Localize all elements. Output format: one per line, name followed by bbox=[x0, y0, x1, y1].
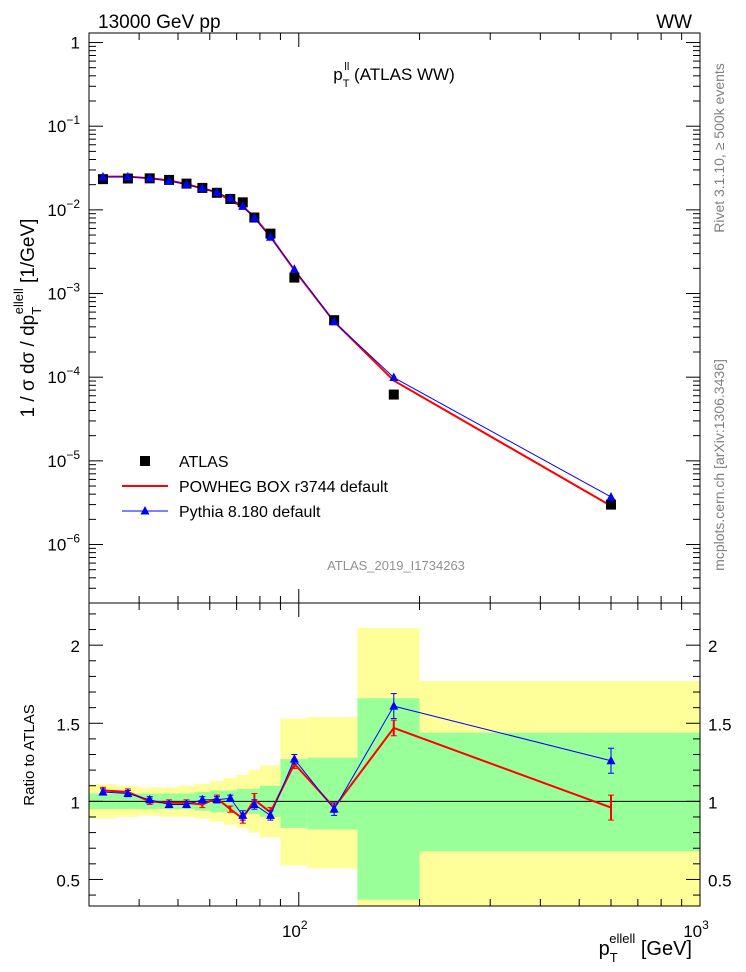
y-tick-label: 1 bbox=[71, 34, 80, 53]
ratio-y-tick-label: 1.5 bbox=[56, 715, 80, 734]
process-label: WW bbox=[656, 12, 692, 33]
x-tick-label: 103 bbox=[683, 918, 709, 941]
ratio-panel: 0.5 0.5 1 1 1.5 1.5 2 2 bbox=[56, 602, 732, 907]
pythia-data-point bbox=[249, 212, 259, 222]
ratio-pythia-point bbox=[164, 799, 174, 808]
y-tick-label: 10−4 bbox=[47, 364, 80, 387]
ratio-stat-uncertainty-band bbox=[419, 732, 700, 852]
ratio-pythia-point bbox=[389, 701, 399, 710]
ratio-pythia-point bbox=[197, 794, 207, 804]
pythia-data-point bbox=[182, 179, 192, 188]
pythia-data-point bbox=[197, 183, 207, 192]
atlas-data-point bbox=[289, 272, 300, 283]
ratio-pythia-point bbox=[289, 754, 299, 763]
analysis-id-label: ATLAS_2019_I1734263 bbox=[327, 558, 465, 573]
ratio-pythia-point bbox=[98, 786, 108, 796]
series-line-2 bbox=[102, 176, 612, 498]
ratio-y-tick-label-right: 0.5 bbox=[708, 871, 732, 890]
legend-marker-pythia bbox=[140, 506, 150, 515]
pythia-data-point bbox=[238, 201, 248, 210]
chart-title: pTll (ATLAS WW) bbox=[333, 61, 455, 90]
legend-label: Pythia 8.180 default bbox=[179, 504, 321, 521]
pythia-data-point bbox=[329, 316, 339, 326]
ratio-pythia-point bbox=[238, 810, 248, 819]
legend-marker-atlas bbox=[140, 456, 150, 466]
ratio-y-tick-label: 0.5 bbox=[56, 871, 80, 890]
pythia-data-point bbox=[289, 264, 299, 273]
ratio-stat-uncertainty-band bbox=[357, 698, 420, 900]
ratio-pythia-point bbox=[145, 794, 155, 804]
pythia-data-point bbox=[145, 173, 155, 182]
ratio-pythia-point bbox=[182, 799, 192, 808]
ratio-y-tick-label-right: 2 bbox=[708, 637, 717, 656]
rivet-version-label: Rivet 3.1.10, ≥ 500k events bbox=[711, 63, 727, 233]
pythia-data-point bbox=[225, 193, 235, 202]
atlas-data-point bbox=[605, 499, 616, 510]
ratio-stat-uncertainty-band bbox=[307, 757, 358, 830]
y-tick-label: 10−2 bbox=[47, 197, 80, 220]
ratio-pythia-point bbox=[329, 804, 339, 813]
pythia-data-point bbox=[212, 187, 222, 196]
x-axis-label: pTellell [GeV] bbox=[599, 931, 692, 965]
ratio-y-tick-label: 1 bbox=[71, 793, 80, 812]
y-tick-label: 10−3 bbox=[47, 281, 80, 304]
ratio-pythia-point bbox=[606, 755, 616, 765]
ratio-stat-uncertainty-band bbox=[280, 759, 308, 828]
ratio-pythia-point bbox=[249, 799, 259, 808]
mcplots-credit-label: mcplots.cern.ch [arXiv:1306.3436] bbox=[711, 359, 727, 571]
energy-label: 13000 GeV pp bbox=[98, 12, 221, 33]
ratio-y-tick-label-right: 1.5 bbox=[708, 715, 732, 734]
pythia-data-point bbox=[389, 372, 399, 382]
legend-label: ATLAS bbox=[179, 454, 229, 471]
pythia-data-point bbox=[123, 171, 133, 181]
x-tick-label: 102 bbox=[282, 918, 308, 941]
ratio-y-axis-label: Ratio to ATLAS bbox=[21, 704, 38, 805]
atlas-data-point bbox=[388, 389, 399, 400]
pythia-data-point bbox=[606, 491, 616, 501]
y-tick-label: 10−1 bbox=[47, 113, 80, 136]
main-panel: 1 10−1 10−2 10−3 10−4 10−5 10−6 bbox=[47, 32, 701, 604]
ratio-y-tick-label: 2 bbox=[71, 637, 80, 656]
pythia-data-point bbox=[98, 172, 108, 181]
ratio-y-tick-label-right: 1 bbox=[708, 793, 717, 812]
legend-label: POWHEG BOX r3744 default bbox=[179, 479, 389, 496]
y-tick-label: 10−5 bbox=[47, 448, 80, 471]
ratio-pythia-point bbox=[212, 794, 222, 804]
legend: ATLAS POWHEG BOX r3744 default Pythia 8.18… bbox=[122, 454, 389, 521]
pythia-data-point bbox=[164, 175, 174, 185]
ratio-pythia-point bbox=[123, 788, 133, 798]
y-tick-label: 10−6 bbox=[47, 532, 80, 555]
main-y-axis-label: 1 / σ dσ / dpTellell [1/GeV] bbox=[11, 219, 44, 418]
ratio-pythia-point bbox=[265, 810, 275, 819]
pythia-data-point bbox=[265, 232, 275, 241]
ratio-panel-frame bbox=[88, 602, 701, 907]
ratio-pythia-point bbox=[225, 793, 235, 802]
